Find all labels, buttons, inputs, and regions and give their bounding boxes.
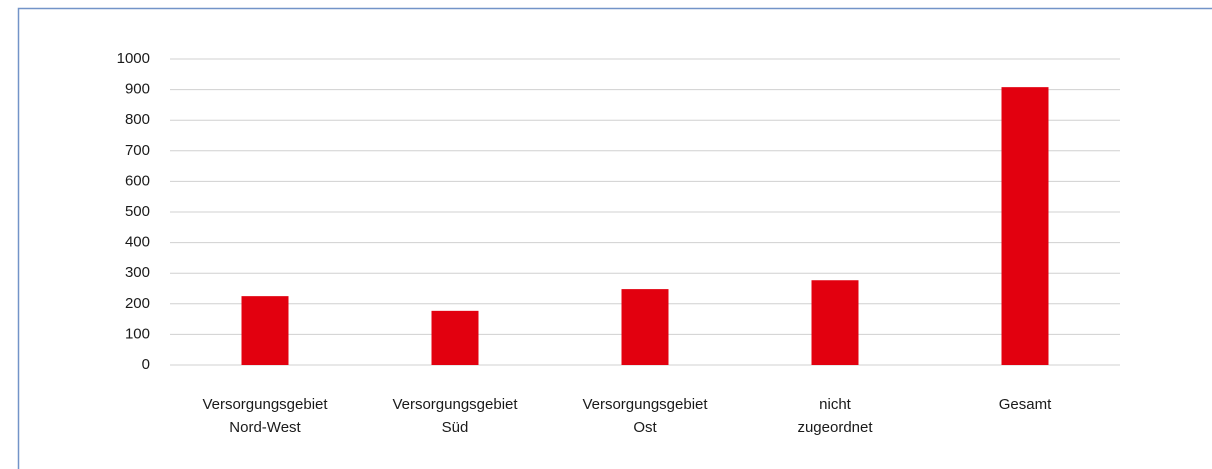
x-tick-label: Gesamt: [999, 396, 1052, 413]
y-tick-label: 400: [125, 234, 150, 251]
x-tick-label: Versorgungsgebiet Süd: [392, 396, 518, 436]
y-tick-label: 0: [142, 356, 150, 373]
bar: [621, 289, 669, 365]
x-tick-label: Versorgungsgebiet Ost: [582, 396, 708, 436]
bar: [431, 310, 479, 365]
y-tick-label: 900: [125, 81, 150, 98]
y-tick-label: 700: [125, 142, 150, 159]
y-tick-label: 300: [125, 264, 150, 281]
y-tick-label: 600: [125, 172, 150, 189]
y-tick-label: 800: [125, 111, 150, 128]
bar: [241, 296, 289, 365]
y-tick-label: 200: [125, 295, 150, 312]
bar: [1001, 87, 1049, 365]
bar: [811, 280, 859, 365]
y-tick-label: 100: [125, 325, 150, 342]
y-tick-label: 1000: [117, 50, 150, 67]
frame: [17, 7, 1212, 469]
x-tick-label: Versorgungsgebiet Nord-West: [202, 396, 328, 436]
y-tick-label: 500: [125, 203, 150, 220]
x-tick-label: nicht zugeordnet: [797, 396, 873, 436]
